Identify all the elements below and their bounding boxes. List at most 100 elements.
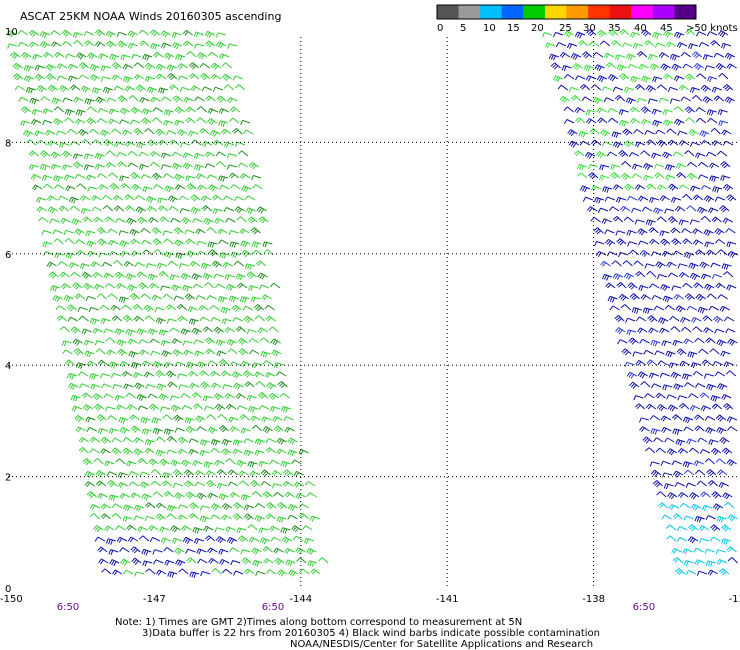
wind-barb	[185, 491, 196, 499]
wind-barb	[186, 183, 197, 191]
wind-barb	[115, 218, 126, 224]
wind-barb	[25, 87, 36, 94]
wind-barb	[174, 119, 185, 126]
wind-barb	[75, 52, 87, 60]
wind-barb	[686, 438, 697, 445]
wind-barb	[122, 504, 134, 512]
wind-barb	[109, 559, 120, 567]
wind-barb	[84, 98, 95, 105]
wind-barb	[127, 30, 138, 38]
wind-barb	[194, 43, 205, 49]
wind-barb	[673, 293, 684, 300]
wind-barb	[262, 491, 273, 499]
wind-barb	[74, 228, 85, 236]
wind-barb	[226, 536, 238, 544]
wind-barb	[611, 260, 622, 267]
wind-barb	[679, 316, 691, 323]
wind-barb	[693, 414, 705, 421]
wind-barb	[559, 95, 570, 104]
wind-barb	[637, 195, 649, 202]
wind-barb	[666, 535, 677, 542]
wind-barb	[712, 186, 723, 193]
wind-barb	[100, 513, 111, 520]
wind-barb	[211, 568, 222, 575]
wind-barb	[583, 64, 594, 72]
wind-barb	[235, 273, 246, 281]
wind-barb	[117, 40, 128, 48]
wind-barb	[150, 350, 161, 356]
wind-barb	[717, 294, 728, 300]
wind-barb	[664, 208, 675, 214]
wind-barb	[628, 152, 640, 158]
wind-barb	[74, 173, 86, 179]
wind-barb	[161, 480, 173, 487]
wind-barb	[643, 174, 654, 181]
wind-barb	[126, 524, 137, 531]
wind-barb	[22, 130, 34, 138]
wind-barb	[284, 548, 295, 555]
colorbar-label: 45	[660, 23, 673, 34]
wind-barb	[681, 228, 692, 234]
wind-barb	[43, 183, 54, 190]
wind-barb	[226, 153, 237, 159]
wind-barb	[707, 117, 718, 124]
wind-barb	[692, 370, 704, 377]
wind-barb	[103, 393, 114, 399]
wind-barb	[73, 348, 84, 356]
wind-barb	[254, 438, 265, 446]
wind-barb	[210, 62, 221, 71]
wind-barb	[193, 538, 205, 544]
wind-barb	[704, 241, 715, 248]
wind-barb	[157, 205, 169, 212]
wind-barb	[97, 546, 108, 553]
wind-barb	[101, 261, 113, 267]
wind-barb	[588, 41, 600, 47]
wind-barb	[137, 526, 148, 533]
wind-barb	[148, 458, 159, 466]
wind-barb	[115, 525, 126, 531]
wind-barb	[64, 117, 75, 124]
wind-barb	[678, 271, 690, 278]
wind-barb	[162, 293, 173, 300]
wind-barb	[240, 549, 251, 555]
wind-barb	[629, 117, 641, 124]
wind-barb	[172, 349, 183, 357]
wind-barb	[153, 559, 164, 565]
wind-barb	[677, 447, 689, 454]
wind-barb	[710, 128, 721, 135]
wind-barb	[621, 161, 632, 168]
wind-barb	[727, 250, 739, 258]
wind-barb	[181, 459, 192, 467]
wind-barb	[726, 241, 737, 248]
wind-barb	[149, 161, 161, 168]
wind-barb	[604, 238, 616, 247]
wind-barb	[75, 109, 86, 116]
wind-barb	[223, 141, 235, 148]
wind-barb	[190, 85, 202, 92]
wind-barb	[706, 383, 717, 391]
wind-barb	[233, 382, 244, 390]
colorbar-segment	[588, 5, 611, 19]
wind-barb	[222, 384, 233, 390]
wind-barb	[109, 251, 120, 257]
colorbar-label: 20	[531, 23, 544, 34]
wind-barb	[103, 328, 114, 334]
wind-barb	[106, 349, 117, 356]
wind-barb	[236, 282, 248, 289]
wind-barb	[695, 31, 707, 37]
wind-barb	[708, 162, 720, 169]
wind-barb	[97, 492, 108, 499]
wind-barb	[633, 128, 644, 135]
wind-barb	[151, 294, 162, 301]
wind-barb	[50, 30, 61, 36]
wind-barb	[78, 74, 90, 80]
wind-barb	[269, 406, 281, 412]
wind-barb	[225, 458, 236, 465]
wind-barb	[688, 447, 700, 454]
wind-barb	[206, 295, 217, 301]
wind-barb	[199, 450, 210, 456]
wind-barb	[169, 327, 180, 333]
wind-barb	[45, 73, 57, 81]
wind-barb	[237, 162, 249, 168]
wind-barb	[158, 329, 169, 336]
